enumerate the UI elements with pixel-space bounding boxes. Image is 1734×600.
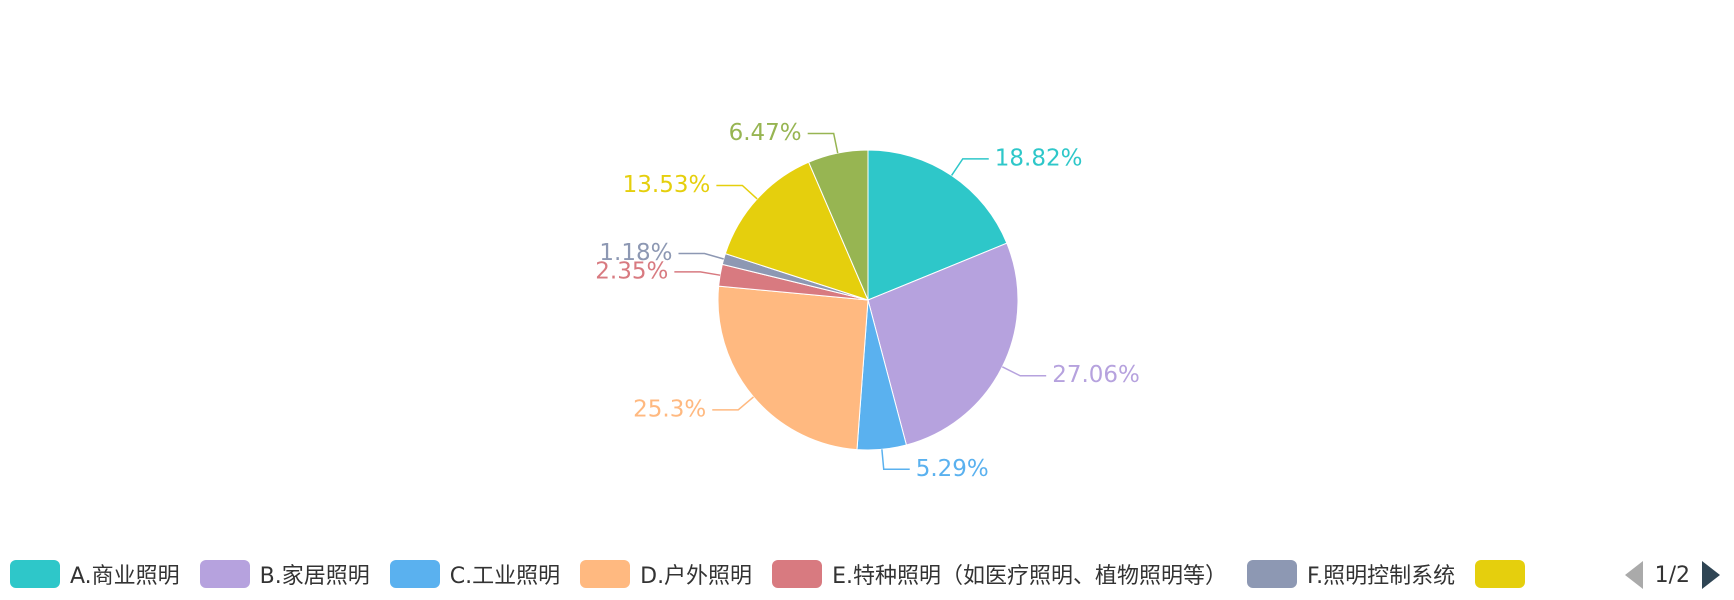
legend-item-c[interactable]: C.工业照明 [389, 558, 561, 590]
legend-label-e: E.特种照明（如医疗照明、植物照明等） [832, 564, 1227, 589]
pie-data-label-1: 27.06% [1052, 362, 1140, 388]
legend: A.商业照明 B.家居照明 C.工业照明 D.户外照明 E.特种照明（如医疗照明… [10, 556, 1555, 592]
legend-swatch-f [1246, 560, 1297, 588]
legend-swatch-e [772, 560, 823, 588]
pie-leader-line-6 [716, 184, 758, 200]
pie-slice-6[interactable] [724, 161, 869, 301]
pie-slice-3[interactable] [717, 285, 869, 451]
legend-swatch-a [10, 560, 60, 588]
pie-data-label-4: 2.35% [595, 258, 668, 284]
pie-data-label-5: 1.18% [599, 240, 672, 266]
pie-leader-line-1 [1001, 366, 1047, 377]
pie-slice-1[interactable] [867, 242, 1019, 446]
pie-data-label-0: 18.82% [995, 145, 1083, 171]
legend-label-d: D.户外照明 [640, 564, 753, 589]
legend-prev-arrow-icon[interactable] [1624, 561, 1643, 589]
pie-slice-0[interactable] [867, 149, 1008, 301]
legend-item-g[interactable] [1475, 560, 1535, 588]
legend-next-arrow-icon[interactable] [1702, 561, 1720, 589]
legend-label-f: F.照明控制系统 [1306, 564, 1456, 589]
legend-swatch-d [580, 560, 631, 588]
legend-item-d[interactable]: D.户外照明 [580, 558, 752, 590]
pie-leader-line-5 [678, 252, 724, 260]
pie-chart-canvas: 18.82% 27.06% 5.29% 25.3% 2.35%1.18% 13.53% 6.… [595, 120, 1140, 482]
pie-data-label-3: 25.3% [633, 396, 706, 422]
legend-item-a[interactable]: A.商业照明 [10, 558, 180, 590]
legend-label-c: C.工业照明 [449, 564, 561, 589]
legend-swatch-b [199, 560, 250, 588]
legend-label-a: A.商业照明 [70, 564, 180, 589]
pie-data-label-6: 13.53% [623, 172, 711, 198]
legend-label-b: B.家居照明 [259, 564, 370, 589]
legend-item-e[interactable]: E.特种照明（如医疗照明、植物照明等） [772, 558, 1227, 590]
legend-page-indicator: 1/2 [1654, 562, 1690, 588]
pie-leader-line-7 [807, 132, 839, 154]
legend-swatch-g [1475, 560, 1526, 588]
legend-swatch-c [389, 560, 440, 588]
legend-pager: 1/2 [1624, 558, 1720, 592]
pie-leader-line-4 [674, 271, 721, 276]
pie-leader-line-3 [712, 396, 754, 411]
pie-leader-line-0 [950, 158, 989, 176]
pie-data-label-7: 6.47% [729, 120, 802, 146]
pie-leader-line-2 [881, 449, 910, 471]
pie-data-label-2: 5.29% [916, 456, 989, 482]
pie-slice-7[interactable] [808, 149, 869, 301]
legend-item-b[interactable]: B.家居照明 [199, 558, 370, 590]
legend-item-f[interactable]: F.照明控制系统 [1246, 558, 1456, 590]
